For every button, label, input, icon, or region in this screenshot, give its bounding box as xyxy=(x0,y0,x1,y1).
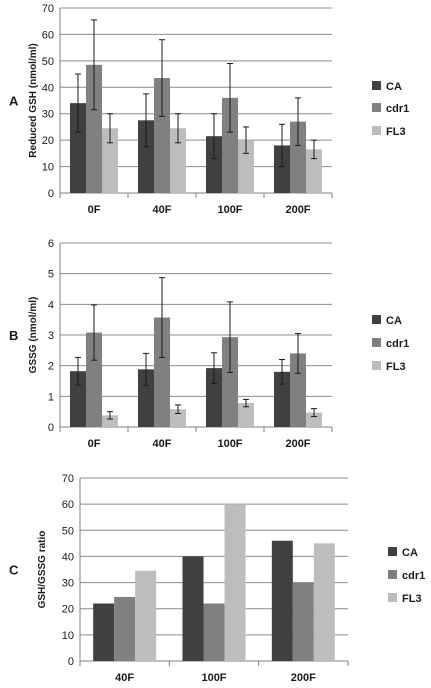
y-tick-label: 20 xyxy=(62,604,74,616)
legend-swatch-fl3 xyxy=(388,593,397,602)
y-tick-label: 70 xyxy=(62,473,74,485)
legend-swatch-ca xyxy=(388,547,397,556)
x-tick-label: 200F xyxy=(291,672,316,684)
bar-cdr1 xyxy=(154,317,170,427)
y-tick-label: 0 xyxy=(68,656,74,668)
bar-fl3 xyxy=(238,403,254,427)
y-tick-label: 0 xyxy=(48,188,54,200)
y-axis-label: Reduced GSH (nmol/ml) xyxy=(28,43,39,157)
y-tick-label: 60 xyxy=(62,499,74,511)
bar-cdr1 xyxy=(86,332,102,427)
legend-label: cdr1 xyxy=(386,338,409,350)
bar-ca xyxy=(93,603,115,661)
bar-ca xyxy=(206,368,222,427)
bar-cdr1 xyxy=(222,97,238,193)
x-tick-label: 100F xyxy=(217,204,242,216)
legend-label: CA xyxy=(402,547,418,559)
bar-cdr1 xyxy=(290,121,306,193)
x-tick-label: 100F xyxy=(217,438,242,450)
y-tick-label: 0 xyxy=(48,422,54,434)
bar-cdr1 xyxy=(292,582,314,661)
x-tick-label: 200F xyxy=(285,438,310,450)
legend-label: CA xyxy=(386,81,402,93)
bar-fl3 xyxy=(135,570,157,661)
legend-label: FL3 xyxy=(386,126,406,138)
bar-fl3 xyxy=(313,543,335,661)
y-tick-label: 2 xyxy=(48,361,54,373)
y-tick-label: 30 xyxy=(62,578,74,590)
bar-fl3 xyxy=(170,128,186,193)
bar-ca xyxy=(138,120,154,193)
legend-label: cdr1 xyxy=(386,103,409,115)
x-tick-label: 40F xyxy=(153,438,172,450)
x-tick-label: 0F xyxy=(88,438,101,450)
legend-label: CA xyxy=(386,315,402,327)
bar-fl3 xyxy=(238,140,254,193)
chart-panel-b: 0 1 2 3 4 5 6 0F 40F 100F 200F GSSG (nmol/ml) B CA cdr… xyxy=(9,238,409,450)
bar-ca xyxy=(138,369,154,427)
chart-panel-a: 0 10 20 30 40 50 60 70 0F 40F 100F 200F Reduced GSH … xyxy=(9,3,409,216)
bar-fl3 xyxy=(170,409,186,427)
bar-fl3 xyxy=(224,504,246,661)
bar-cdr1 xyxy=(290,353,306,427)
bar-fl3 xyxy=(306,149,322,193)
y-tick-label: 40 xyxy=(42,82,54,94)
legend-label: FL3 xyxy=(386,361,406,373)
bar-ca xyxy=(70,371,86,427)
legend-label: cdr1 xyxy=(402,570,425,582)
y-tick-label: 6 xyxy=(48,238,54,250)
x-tick-label: 0F xyxy=(88,204,101,216)
y-tick-label: 1 xyxy=(48,391,54,403)
y-tick-label: 40 xyxy=(62,551,74,563)
y-tick-label: 30 xyxy=(42,109,54,121)
x-tick-label: 40F xyxy=(115,672,134,684)
panel-label: C xyxy=(9,563,19,578)
bar-ca xyxy=(274,371,290,427)
y-tick-label: 10 xyxy=(62,630,74,642)
y-tick-label: 20 xyxy=(42,135,54,147)
bar-cdr1 xyxy=(86,64,102,193)
bar-fl3 xyxy=(102,415,118,427)
legend-swatch-ca xyxy=(372,81,381,90)
panel-label: B xyxy=(9,328,18,343)
y-tick-label: 50 xyxy=(42,56,54,68)
y-tick-label: 70 xyxy=(42,3,54,15)
bar-ca xyxy=(274,145,290,193)
bar-fl3 xyxy=(102,128,118,193)
y-tick-label: 60 xyxy=(42,29,54,41)
y-axis-label: GSH/GSSG ratio xyxy=(37,531,48,609)
bar-cdr1 xyxy=(203,603,225,661)
bar-ca xyxy=(70,103,86,193)
x-tick-label: 200F xyxy=(285,204,310,216)
legend-swatch-cdr1 xyxy=(388,570,397,579)
bar-cdr1 xyxy=(222,337,238,427)
legend-swatch-fl3 xyxy=(372,361,381,370)
bar-cdr1 xyxy=(154,78,170,193)
y-tick-label: 4 xyxy=(48,299,54,311)
y-axis-label: GSSG (nmol/ml) xyxy=(28,297,39,374)
bar-ca xyxy=(182,556,204,661)
legend-swatch-ca xyxy=(372,315,381,324)
bar-cdr1 xyxy=(114,596,136,661)
legend-swatch-cdr1 xyxy=(372,103,381,112)
x-tick-label: 40F xyxy=(153,204,172,216)
x-tick-label: 100F xyxy=(201,672,226,684)
legend-swatch-fl3 xyxy=(372,126,381,135)
bar-ca xyxy=(206,136,222,193)
legend-swatch-cdr1 xyxy=(372,338,381,347)
legend-label: FL3 xyxy=(402,593,422,605)
y-tick-label: 10 xyxy=(42,162,54,174)
y-tick-label: 50 xyxy=(62,525,74,537)
bar-ca xyxy=(271,540,293,661)
panel-label: A xyxy=(9,94,19,109)
y-tick-label: 5 xyxy=(48,269,54,281)
chart-panel-c: 0 10 20 30 40 50 60 70 40F 100F 200F GSH/GSSG ratio… xyxy=(9,473,425,684)
y-tick-label: 3 xyxy=(48,330,54,342)
bar-fl3 xyxy=(306,412,322,427)
